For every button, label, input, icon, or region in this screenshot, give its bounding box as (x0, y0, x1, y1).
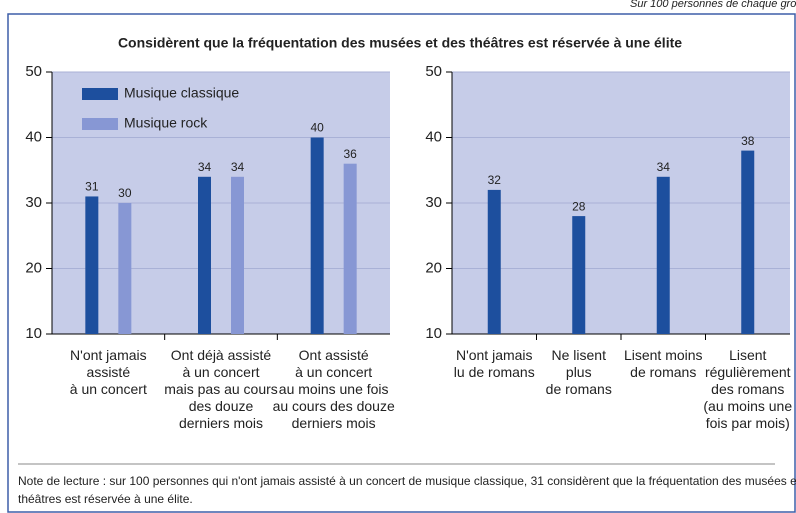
note-top: Sur 100 personnes de chaque groupe (630, 0, 796, 10)
bar (656, 176, 670, 334)
bar (85, 196, 99, 334)
legend-swatch (82, 88, 118, 100)
value-label: 40 (310, 121, 324, 135)
value-label: 32 (488, 173, 502, 187)
footnote: théâtres est réservée à une élite. (18, 492, 193, 506)
legend-label: Musique rock (124, 115, 208, 131)
value-label: 34 (231, 160, 245, 174)
x-tick-label: N'ont jamais lu de romans (454, 347, 535, 380)
x-tick-label: Lisent moins de romans (624, 347, 703, 380)
x-tick-label: Ont déjà assisté à un concert mais pas au … (164, 347, 278, 431)
y-tick-label: 30 (425, 194, 442, 211)
value-label: 34 (198, 160, 212, 174)
x-tick-label: N'ont jamais assisté à un concert (70, 347, 147, 397)
y-tick-label: 40 (425, 128, 442, 145)
bar (343, 163, 357, 334)
value-label: 34 (657, 160, 671, 174)
footnote: Note de lecture : sur 100 personnes qui … (18, 474, 796, 488)
y-tick-label: 30 (25, 194, 42, 211)
value-label: 31 (85, 180, 99, 194)
legend-label: Musique classique (124, 85, 239, 101)
bar (741, 150, 755, 334)
bar (487, 189, 501, 334)
y-tick-label: 40 (25, 128, 42, 145)
bar (231, 176, 244, 334)
y-tick-label: 50 (25, 63, 42, 80)
bar (310, 137, 324, 334)
x-tick-label: Ont assisté à un concert au moins une fois… (273, 347, 395, 431)
y-tick-label: 50 (425, 63, 442, 80)
value-label: 38 (741, 134, 755, 148)
value-label: 30 (118, 186, 132, 200)
value-label: 28 (572, 199, 586, 213)
chart-title: Considèrent que la fréquentation des mus… (118, 35, 682, 51)
x-tick-label: Lisent régulièrement des romans (au moins u… (703, 347, 792, 431)
bar (198, 176, 211, 334)
x-tick-label: Ne lisent plus de romans (546, 347, 612, 397)
y-tick-label: 20 (25, 259, 42, 276)
bar (118, 203, 132, 334)
bar (572, 216, 586, 334)
y-tick-label: 10 (25, 325, 42, 342)
value-label: 36 (343, 147, 357, 161)
legend-swatch (82, 118, 118, 130)
y-tick-label: 10 (425, 325, 442, 342)
y-tick-label: 20 (425, 259, 442, 276)
